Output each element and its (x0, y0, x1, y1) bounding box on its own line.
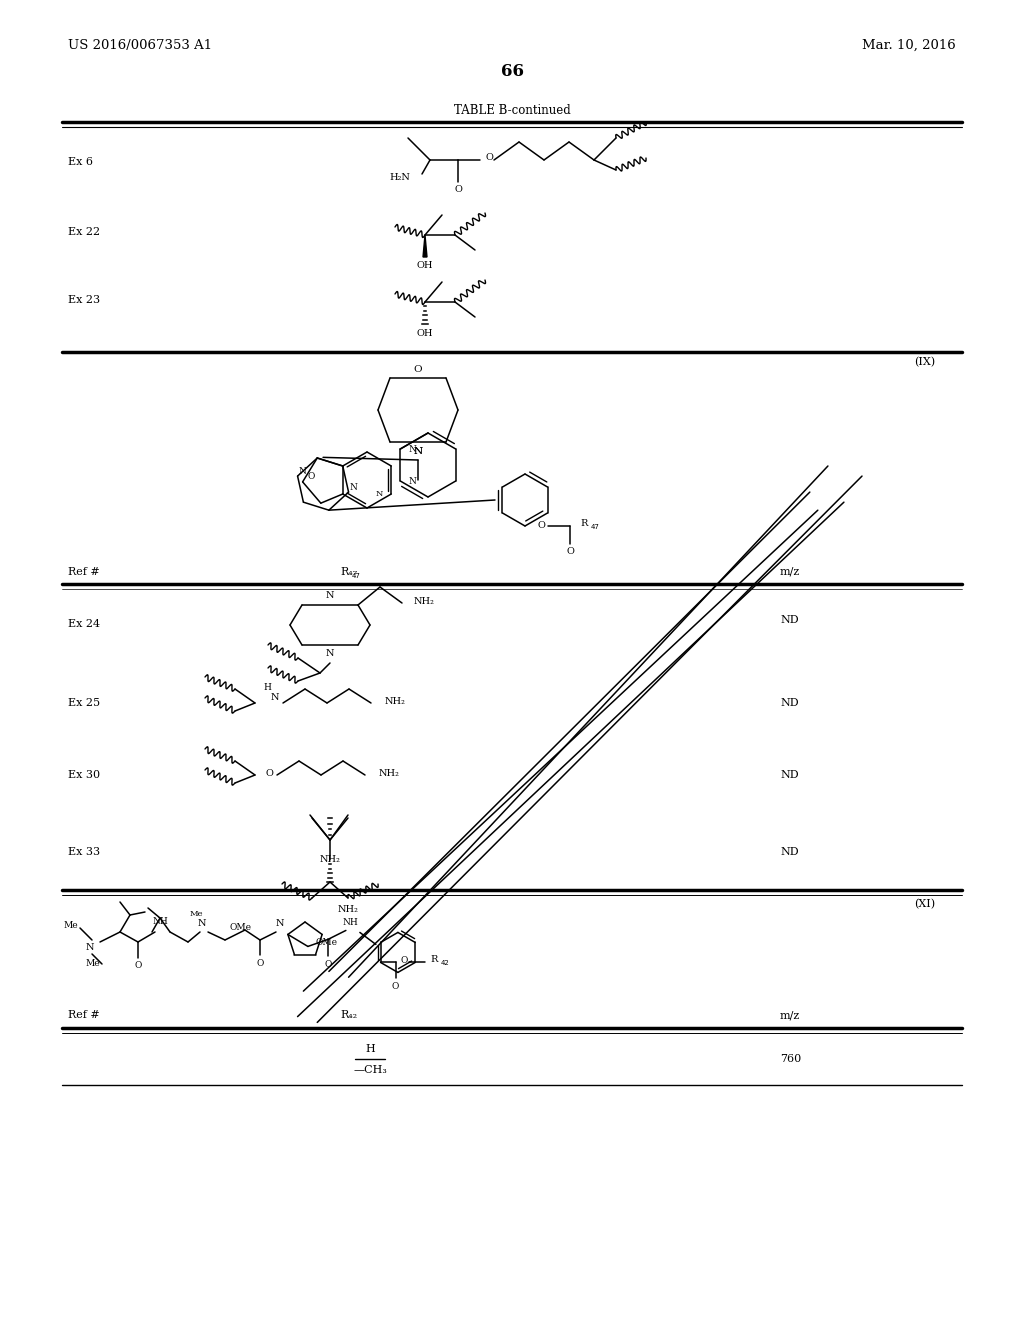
Text: OH: OH (417, 329, 433, 338)
Text: NH: NH (153, 917, 168, 927)
Text: N: N (326, 649, 334, 659)
Text: R₄₂: R₄₂ (340, 1010, 357, 1020)
Text: N: N (414, 446, 423, 455)
Text: O: O (307, 473, 315, 482)
Text: O: O (566, 548, 573, 557)
Text: Ex 22: Ex 22 (68, 227, 100, 238)
Text: N: N (275, 920, 285, 928)
Text: N: N (409, 445, 416, 454)
Text: 42: 42 (440, 961, 450, 966)
Text: N: N (414, 446, 423, 455)
Text: N: N (299, 466, 306, 475)
Text: (XI): (XI) (913, 899, 935, 909)
Text: O: O (400, 956, 408, 965)
Text: NH₂: NH₂ (379, 768, 400, 777)
Text: R: R (430, 954, 438, 964)
Text: N: N (349, 483, 357, 491)
Text: O: O (265, 768, 272, 777)
Text: ND: ND (780, 698, 799, 708)
Text: OH: OH (417, 261, 433, 271)
Text: 47: 47 (352, 573, 360, 579)
Text: N: N (198, 920, 206, 928)
Text: R₄₇: R₄₇ (340, 568, 357, 577)
Text: Ex 33: Ex 33 (68, 847, 100, 857)
Text: Mar. 10, 2016: Mar. 10, 2016 (862, 38, 956, 51)
Text: ND: ND (780, 847, 799, 857)
Text: 66: 66 (501, 63, 523, 81)
Text: US 2016/0067353 A1: US 2016/0067353 A1 (68, 38, 212, 51)
Text: ND: ND (780, 770, 799, 780)
Text: —CH₃: —CH₃ (353, 1065, 387, 1074)
Text: 47: 47 (591, 524, 600, 531)
Text: ND: ND (780, 615, 799, 624)
Text: N: N (376, 490, 383, 498)
Text: OMe: OMe (230, 924, 252, 932)
Text: O: O (414, 366, 422, 375)
Text: NH₂: NH₂ (319, 855, 340, 865)
Text: O: O (134, 961, 141, 970)
Text: Ex 30: Ex 30 (68, 770, 100, 780)
Text: Ex 25: Ex 25 (68, 698, 100, 708)
Text: Me: Me (189, 909, 203, 917)
Text: O: O (256, 958, 264, 968)
Text: TABLE B-continued: TABLE B-continued (454, 103, 570, 116)
Text: NH₂: NH₂ (385, 697, 406, 705)
Text: OMe: OMe (315, 939, 338, 946)
Text: O: O (454, 186, 462, 194)
Text: H: H (366, 1044, 375, 1053)
Text: R: R (580, 519, 588, 528)
Text: Ex 6: Ex 6 (68, 157, 93, 168)
Text: N: N (271, 693, 280, 702)
Text: O: O (538, 521, 546, 531)
Text: Me: Me (63, 920, 78, 929)
Text: Me: Me (86, 960, 100, 969)
Text: N: N (326, 591, 334, 601)
Text: m/z: m/z (780, 568, 800, 577)
Text: N: N (86, 944, 94, 953)
Text: H₂N: H₂N (389, 173, 410, 182)
Text: Ref #: Ref # (68, 568, 99, 577)
Text: O: O (485, 153, 493, 162)
Polygon shape (423, 235, 427, 257)
Text: O: O (325, 960, 332, 969)
Text: (IX): (IX) (913, 356, 935, 367)
Text: Ref #: Ref # (68, 1010, 99, 1020)
Text: O: O (392, 982, 399, 991)
Text: H: H (263, 682, 271, 692)
Text: m/z: m/z (780, 1010, 800, 1020)
Text: NH₂: NH₂ (414, 597, 435, 606)
Text: N: N (409, 477, 416, 486)
Text: NH: NH (342, 917, 357, 927)
Text: Ex 23: Ex 23 (68, 294, 100, 305)
Text: NH₂: NH₂ (338, 906, 358, 915)
Text: Ex 24: Ex 24 (68, 619, 100, 630)
Text: 760: 760 (780, 1053, 801, 1064)
